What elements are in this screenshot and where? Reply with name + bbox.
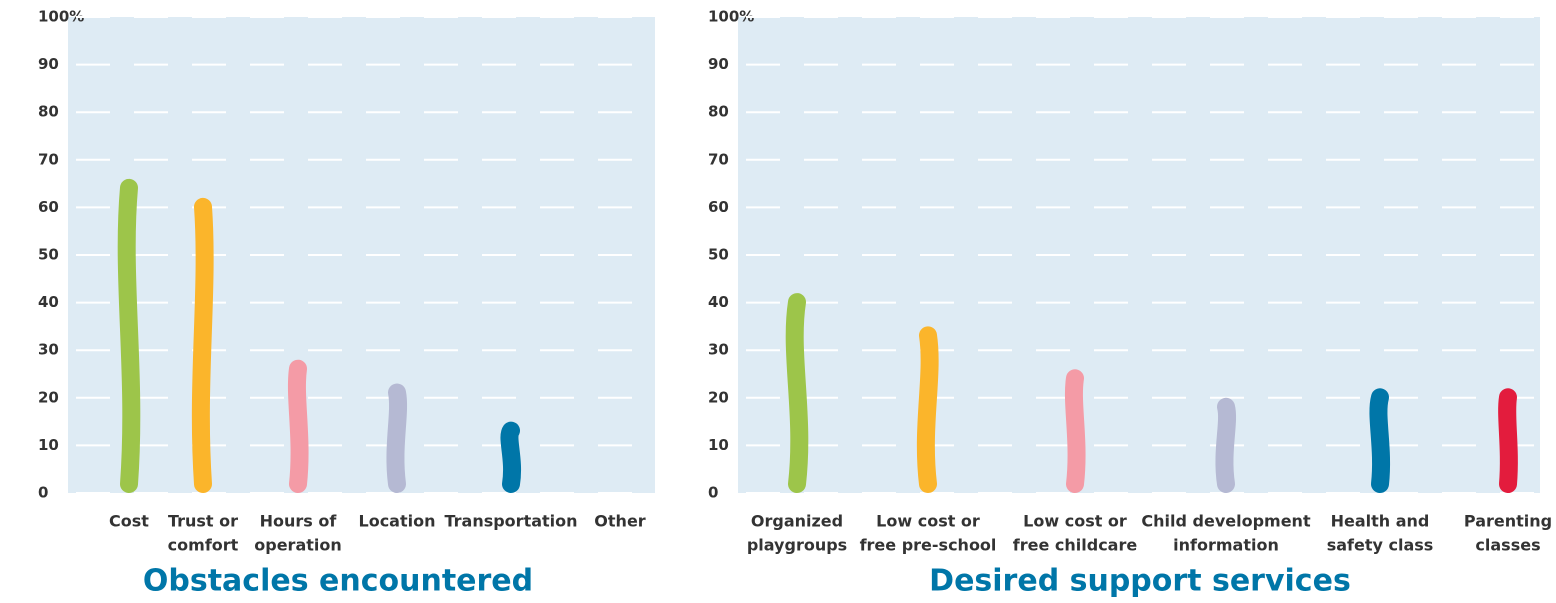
y-tick-label: 80 <box>708 103 729 121</box>
bar <box>287 359 309 493</box>
y-tick-label: 40 <box>38 293 59 311</box>
bar <box>117 178 141 493</box>
x-tick-label: Low cost or <box>876 512 980 531</box>
x-tick-label: classes <box>1475 536 1540 555</box>
y-tick-label: 20 <box>38 388 59 406</box>
y-tick-label: 60 <box>708 198 729 216</box>
y-tick-label: 10 <box>38 436 59 454</box>
y-tick-label: 100% <box>38 8 84 26</box>
y-tick-label: 0 <box>708 484 718 502</box>
x-tick-label: Transportation <box>444 512 577 531</box>
y-tick-label: 70 <box>38 150 59 168</box>
chart-title: Desired support services <box>929 564 1351 599</box>
y-tick-label: 70 <box>708 150 729 168</box>
x-tick-label: Low cost or <box>1023 512 1127 531</box>
x-tick-label: free childcare <box>1013 536 1138 555</box>
x-tick-label: Child development <box>1141 512 1311 531</box>
y-tick-label: 80 <box>38 103 59 121</box>
x-tick-label: information <box>1173 536 1279 555</box>
x-tick-label: comfort <box>168 536 239 555</box>
bar <box>785 293 809 493</box>
y-tick-label: 90 <box>38 55 59 73</box>
y-tick-label: 60 <box>38 198 59 216</box>
plot-area <box>738 17 1540 493</box>
x-tick-label: Cost <box>109 512 149 531</box>
x-tick-label: safety class <box>1327 536 1434 555</box>
bar <box>1369 388 1391 493</box>
bar <box>500 421 521 493</box>
x-tick-label: Organized <box>751 512 843 531</box>
bar <box>191 197 214 493</box>
chart-title: Obstacles encountered <box>143 564 533 599</box>
bar <box>1215 397 1237 493</box>
y-tick-label: 100% <box>708 8 754 26</box>
y-tick-label: 0 <box>38 484 48 502</box>
x-tick-label: Location <box>359 512 436 531</box>
y-tick-label: 30 <box>38 341 59 359</box>
bar <box>916 326 939 493</box>
y-tick-label: 50 <box>708 246 729 264</box>
y-tick-label: 10 <box>708 436 729 454</box>
x-tick-label: operation <box>254 536 342 555</box>
x-tick-label: Other <box>594 512 645 531</box>
x-tick-label: Health and <box>1331 512 1430 531</box>
x-tick-label: free pre-school <box>860 536 997 555</box>
bar <box>386 383 408 493</box>
x-tick-label: playgroups <box>747 536 847 555</box>
x-tick-label: Hours of <box>260 512 338 531</box>
x-tick-label: Parenting <box>1464 512 1552 531</box>
y-tick-label: 30 <box>708 341 729 359</box>
y-tick-label: 50 <box>38 246 59 264</box>
bar <box>1498 388 1518 493</box>
y-tick-label: 40 <box>708 293 729 311</box>
y-tick-label: 90 <box>708 55 729 73</box>
y-tick-label: 20 <box>708 388 729 406</box>
bar <box>1064 369 1086 493</box>
x-tick-label: Trust or <box>168 512 238 531</box>
